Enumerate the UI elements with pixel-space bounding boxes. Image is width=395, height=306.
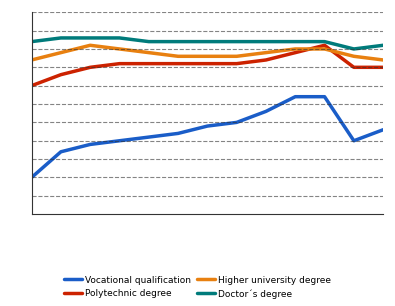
Doctor´s degree [176, 40, 181, 43]
Vocational qualification [29, 176, 34, 179]
Higher university degree [352, 54, 356, 58]
Higher university degree [147, 51, 151, 54]
Higher university degree [205, 54, 210, 58]
Doctor´s degree [352, 47, 356, 51]
Line: Vocational qualification: Vocational qualification [32, 97, 383, 177]
Higher university degree [58, 51, 63, 54]
Higher university degree [117, 47, 122, 51]
Doctor´s degree [205, 40, 210, 43]
Vocational qualification [176, 132, 181, 135]
Vocational qualification [381, 128, 386, 132]
Higher university degree [29, 58, 34, 62]
Doctor´s degree [381, 43, 386, 47]
Doctor´s degree [29, 40, 34, 43]
Doctor´s degree [147, 40, 151, 43]
Polytechnic degree [293, 51, 297, 54]
Doctor´s degree [293, 40, 297, 43]
Doctor´s degree [58, 36, 63, 40]
Higher university degree [234, 54, 239, 58]
Vocational qualification [205, 124, 210, 128]
Vocational qualification [88, 143, 92, 146]
Higher university degree [263, 51, 268, 54]
Line: Doctor´s degree: Doctor´s degree [32, 38, 383, 49]
Vocational qualification [352, 139, 356, 143]
Polytechnic degree [322, 43, 327, 47]
Polytechnic degree [117, 62, 122, 65]
Legend: Vocational qualification, Polytechnic degree, Higher university degree, Doctor´s: Vocational qualification, Polytechnic de… [61, 273, 334, 301]
Higher university degree [88, 43, 92, 47]
Vocational qualification [263, 110, 268, 113]
Doctor´s degree [263, 40, 268, 43]
Polytechnic degree [234, 62, 239, 65]
Vocational qualification [293, 95, 297, 99]
Vocational qualification [147, 135, 151, 139]
Higher university degree [381, 58, 386, 62]
Vocational qualification [117, 139, 122, 143]
Vocational qualification [322, 95, 327, 99]
Doctor´s degree [117, 36, 122, 40]
Line: Higher university degree: Higher university degree [32, 45, 383, 60]
Polytechnic degree [176, 62, 181, 65]
Line: Polytechnic degree: Polytechnic degree [32, 45, 383, 86]
Polytechnic degree [381, 65, 386, 69]
Vocational qualification [58, 150, 63, 154]
Vocational qualification [234, 121, 239, 124]
Doctor´s degree [88, 36, 92, 40]
Higher university degree [176, 54, 181, 58]
Polytechnic degree [88, 65, 92, 69]
Higher university degree [322, 47, 327, 51]
Polytechnic degree [147, 62, 151, 65]
Doctor´s degree [322, 40, 327, 43]
Polytechnic degree [263, 58, 268, 62]
Polytechnic degree [352, 65, 356, 69]
Polytechnic degree [29, 84, 34, 88]
Polytechnic degree [58, 73, 63, 76]
Polytechnic degree [205, 62, 210, 65]
Doctor´s degree [234, 40, 239, 43]
Higher university degree [293, 47, 297, 51]
